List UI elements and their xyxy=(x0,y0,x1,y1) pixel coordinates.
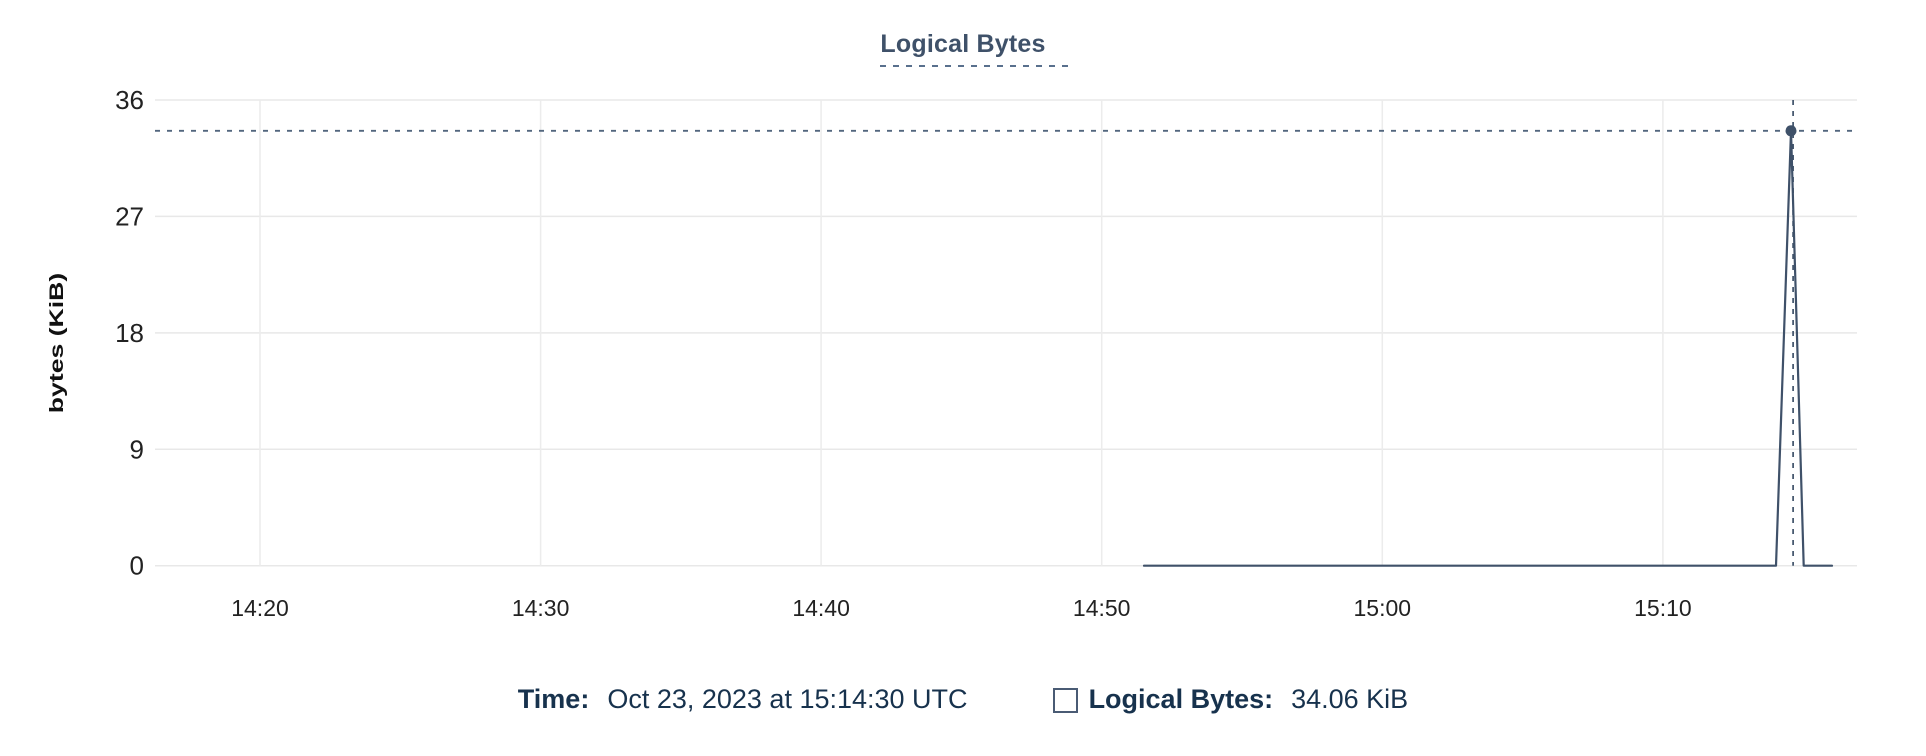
svg-text:18: 18 xyxy=(115,318,144,348)
svg-text:15:00: 15:00 xyxy=(1354,595,1412,621)
svg-text:36: 36 xyxy=(115,85,144,115)
svg-text:14:50: 14:50 xyxy=(1073,595,1131,621)
svg-text:0: 0 xyxy=(130,551,144,581)
svg-text:14:40: 14:40 xyxy=(792,595,850,621)
svg-text:27: 27 xyxy=(115,201,144,231)
svg-text:14:30: 14:30 xyxy=(512,595,570,621)
svg-text:9: 9 xyxy=(130,434,144,464)
svg-text:14:20: 14:20 xyxy=(231,595,289,621)
svg-text:15:10: 15:10 xyxy=(1634,595,1692,621)
